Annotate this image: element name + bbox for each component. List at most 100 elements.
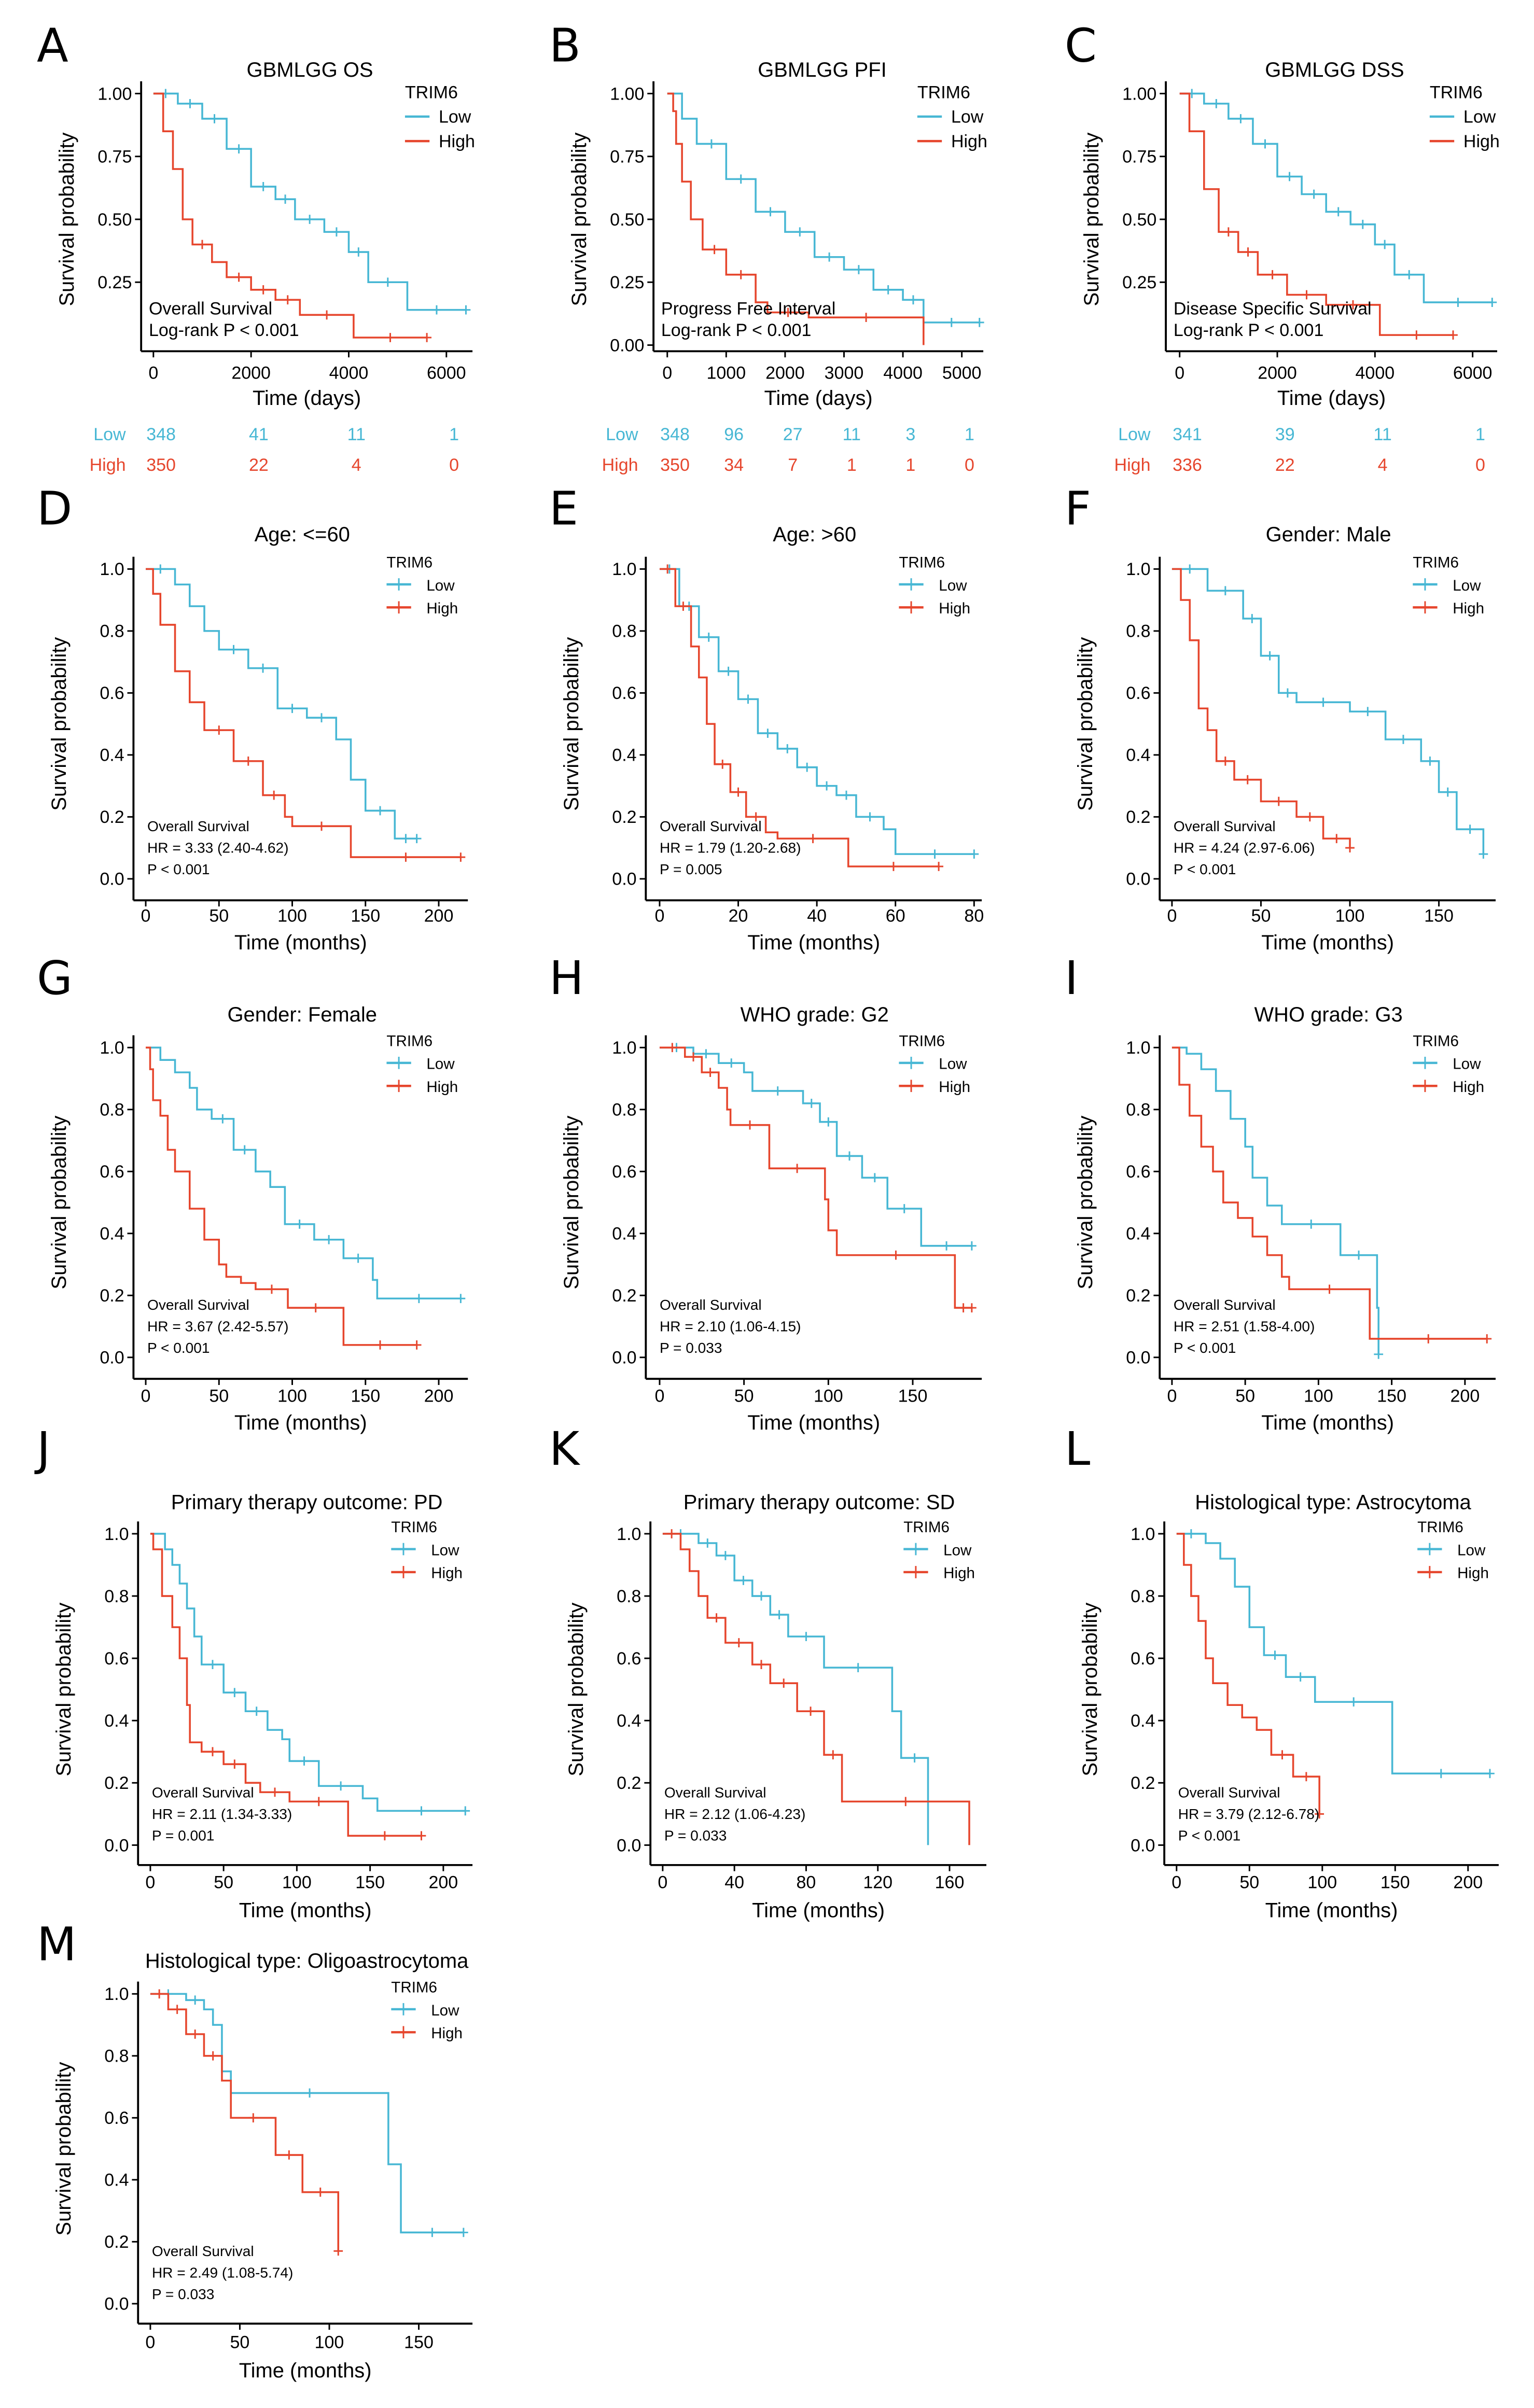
x-tick-label: 5000 [942,363,982,383]
x-tick-label: 0 [658,1872,667,1892]
censor-mark-low [822,781,831,791]
censor-mark-low [1363,707,1373,717]
km-curve-low [150,1993,464,2234]
y-tick-label: 0.0 [104,2294,129,2314]
y-tick-label: 0.75 [97,147,132,167]
km-panel-l: L Histological type: Astrocytoma 0.0 0.2 0.4… [1065,1422,1499,1922]
legend-title: TRIM6 [899,554,945,571]
km-curve-high [150,1533,422,1837]
censor-mark-low [806,1098,816,1108]
censor-mark-low [1404,270,1414,279]
y-tick-label: 0.6 [104,1649,129,1669]
censor-mark-high [678,601,688,611]
censor-mark-low [1453,298,1463,307]
x-axis-label: Time (months) [747,931,880,954]
legend-item-high: High [391,2025,463,2042]
km-panel-b: B GBMLGG PFI 0.00 0.25 0.50 0.75 1.00 0 1000 2000… [549,19,987,475]
km-curve-low [153,92,466,311]
censor-mark-low [353,1253,363,1263]
censor-mark-high [1274,796,1284,806]
censor-mark-low [865,812,875,822]
panel-letter: H [549,951,584,1005]
censor-mark-high [230,1759,240,1769]
y-tick-label: 0.2 [100,1286,124,1306]
censor-mark-high [1315,1809,1324,1819]
censor-mark-high [1482,1334,1492,1343]
censor-mark-high [1243,775,1252,785]
censor-mark-high [667,1043,677,1053]
censor-mark-low [336,1781,346,1791]
x-tick-label: 0 [1167,1387,1177,1406]
censor-mark-high [783,307,793,317]
censor-mark-low [287,704,297,713]
censor-mark-low [412,834,422,844]
risk-table-count: 341 [1173,425,1202,444]
risk-table-count: 4 [1378,455,1388,475]
y-axis-label: Survival probability [1074,637,1097,811]
legend-item-high: High [405,132,475,151]
risk-table-count: 1 [1475,425,1485,444]
x-tick-label: 6000 [1453,363,1493,383]
risk-table-count: 22 [1275,455,1295,475]
x-axis-label: Time (days) [1277,387,1386,410]
censor-mark-low [1349,1697,1359,1707]
annotation-text: HR = 2.10 (1.06-4.15) [660,1319,801,1335]
annotation-text: Overall Survival [1178,1785,1280,1801]
km-curve-high [1176,1533,1320,1814]
y-tick-label: 1.0 [1131,1524,1155,1544]
censor-mark-high [751,812,761,822]
censor-mark-low [1283,688,1292,698]
x-tick-label: 0 [148,363,158,383]
annotation-text: P < 0.001 [1178,1828,1241,1844]
y-tick-label: 0.50 [97,210,132,230]
y-tick-label: 1.0 [100,1038,124,1058]
censor-mark-low [281,194,290,204]
annotation-text: P = 0.033 [664,1828,727,1844]
x-tick-label: 100 [315,2333,344,2353]
risk-table-count: 11 [1373,425,1391,444]
censor-mark-low [218,1114,228,1124]
risk-table-count: 0 [1475,455,1485,475]
censor-mark-low [969,849,979,859]
x-tick-label: 0 [141,906,151,926]
censor-mark-high [712,1613,721,1622]
annotation-text: HR = 2.49 (1.08-5.74) [152,2265,294,2281]
y-axis-label: Survival probability [560,1115,583,1289]
y-tick-label: 0.0 [100,870,124,889]
risk-table-label-high: High [90,455,126,475]
y-tick-label: 0.8 [1126,622,1150,641]
y-tick-label: 0.4 [1126,1224,1150,1244]
y-tick-label: 1.0 [1126,559,1150,579]
censor-mark-low [1374,1349,1384,1359]
censor-mark-high [385,333,395,342]
km-panel-j: J Primary therapy outcome: PD 0.0 0.2 0.4 0.6… [34,1422,473,1922]
chart-title: Histological type: Astrocytoma [1195,1491,1471,1514]
km-curve-low [1179,92,1493,303]
censor-mark-low [1236,114,1246,123]
censor-mark-low [1354,1250,1363,1260]
y-tick-label: 0.4 [612,746,636,765]
y-tick-label: 0.4 [1131,1711,1155,1731]
y-axis-label: Survival probability [52,2062,75,2236]
legend-label: High [943,1565,975,1582]
risk-table-count: 1 [905,455,915,475]
risk-table-label-low: Low [606,425,638,444]
risk-table-count: 336 [1173,455,1202,475]
x-tick-label: 60 [886,906,905,926]
censor-mark-low [842,790,851,800]
annotation-text: P < 0.001 [1174,861,1236,877]
km-curve-high [659,1046,972,1309]
y-tick-label: 0.6 [612,1162,636,1182]
km-panel-k: K Primary therapy outcome: SD 0.0 0.2 0.4 0.6… [549,1422,986,1922]
annotation-text: HR = 2.12 (1.06-4.23) [664,1806,806,1822]
censor-mark-low [946,318,956,327]
km-panel-a: A GBMLGG OS 0.25 0.50 0.75 1.00 0 2000 4000 6000 T… [37,19,475,475]
km-curve-high [1172,568,1351,848]
y-tick-label: 0.8 [617,1587,641,1606]
x-tick-label: 200 [1453,1872,1483,1892]
annotation-text: Overall Survival [1174,1297,1276,1313]
censor-mark-high [901,1797,911,1807]
censor-mark-high [1424,1334,1433,1343]
censor-mark-low [317,713,326,723]
